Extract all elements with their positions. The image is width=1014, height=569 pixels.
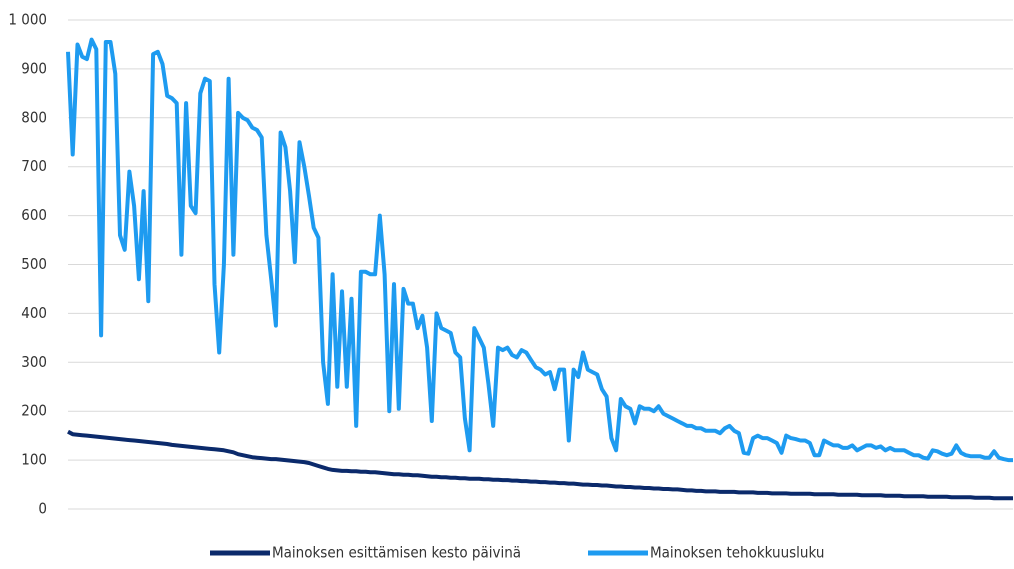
y-tick-label: 300 bbox=[21, 353, 47, 371]
y-tick-label: 600 bbox=[21, 206, 47, 224]
legend-label: Mainoksen esittämisen kesto päivinä bbox=[272, 544, 521, 562]
y-tick-label: 100 bbox=[21, 451, 47, 469]
line-series bbox=[66, 37, 1013, 463]
y-tick-label: 900 bbox=[21, 59, 47, 77]
legend-label: Mainoksen tehokkuusluku bbox=[650, 544, 824, 562]
line-series bbox=[67, 429, 1013, 501]
y-tick-label: 700 bbox=[21, 157, 47, 175]
y-tick-label: 0 bbox=[38, 500, 47, 518]
y-tick-label: 400 bbox=[21, 304, 47, 322]
y-tick-label: 200 bbox=[21, 402, 47, 420]
y-tick-label: 500 bbox=[21, 255, 47, 273]
y-tick-label: 800 bbox=[21, 108, 47, 126]
y-tick-label: 1 000 bbox=[8, 11, 47, 29]
